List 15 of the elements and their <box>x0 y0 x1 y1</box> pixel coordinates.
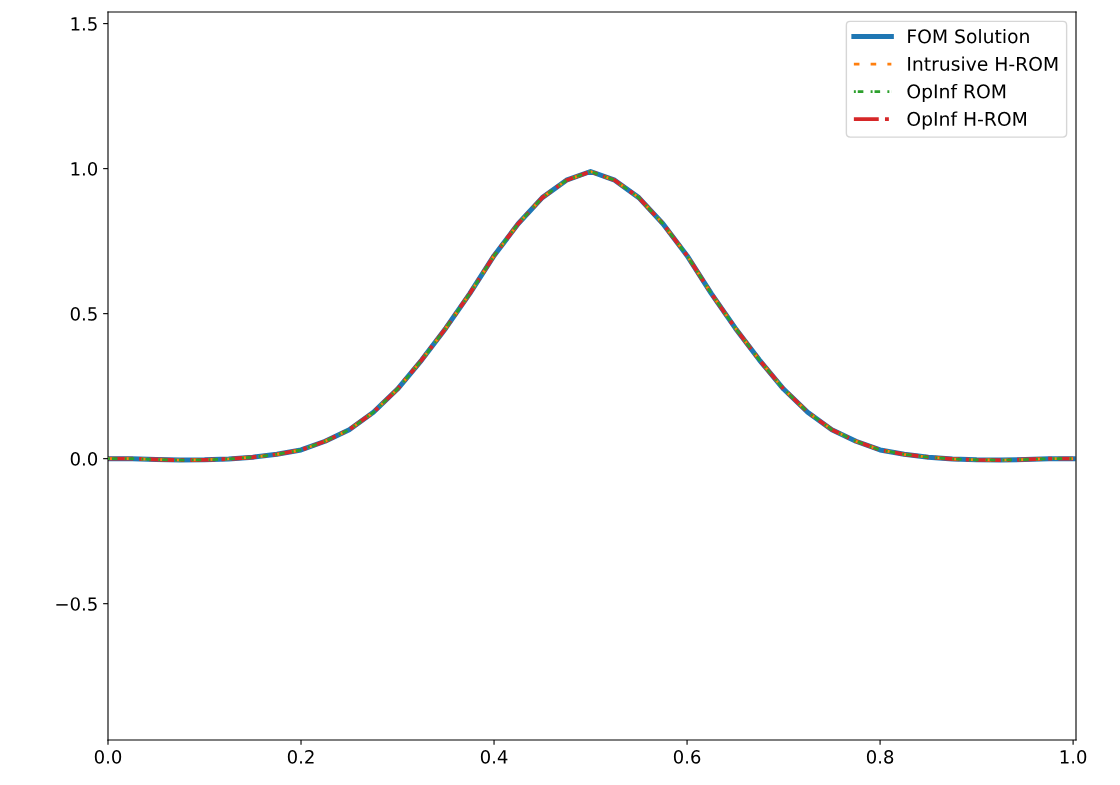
x-tick-label: 0.4 <box>480 750 508 764</box>
y-tick-label: 0.5 <box>70 307 97 321</box>
y-tick-label: 1.5 <box>71 17 97 31</box>
y-tick-label: 1.0 <box>71 162 98 176</box>
y-tick-label: −0.5 <box>56 597 97 611</box>
x-tick-label: 0.8 <box>866 750 894 764</box>
x-tick-label: 0.6 <box>673 750 701 764</box>
legend-label: Intrusive H-ROM <box>908 56 1058 71</box>
x-tick-label: 0.2 <box>287 750 314 764</box>
legend-label: OpInf H-ROM <box>907 111 1026 130</box>
x-tick-label: 1.0 <box>1060 750 1087 764</box>
legend-label: OpInf ROM <box>907 83 1006 103</box>
legend-label: FOM Solution <box>908 28 1029 44</box>
x-tick-label: 0.0 <box>94 750 122 764</box>
y-tick-label: 0.0 <box>70 452 98 466</box>
